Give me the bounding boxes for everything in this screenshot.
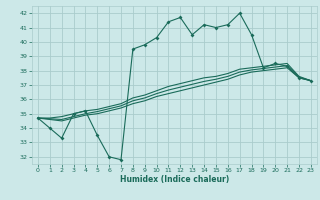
- X-axis label: Humidex (Indice chaleur): Humidex (Indice chaleur): [120, 175, 229, 184]
